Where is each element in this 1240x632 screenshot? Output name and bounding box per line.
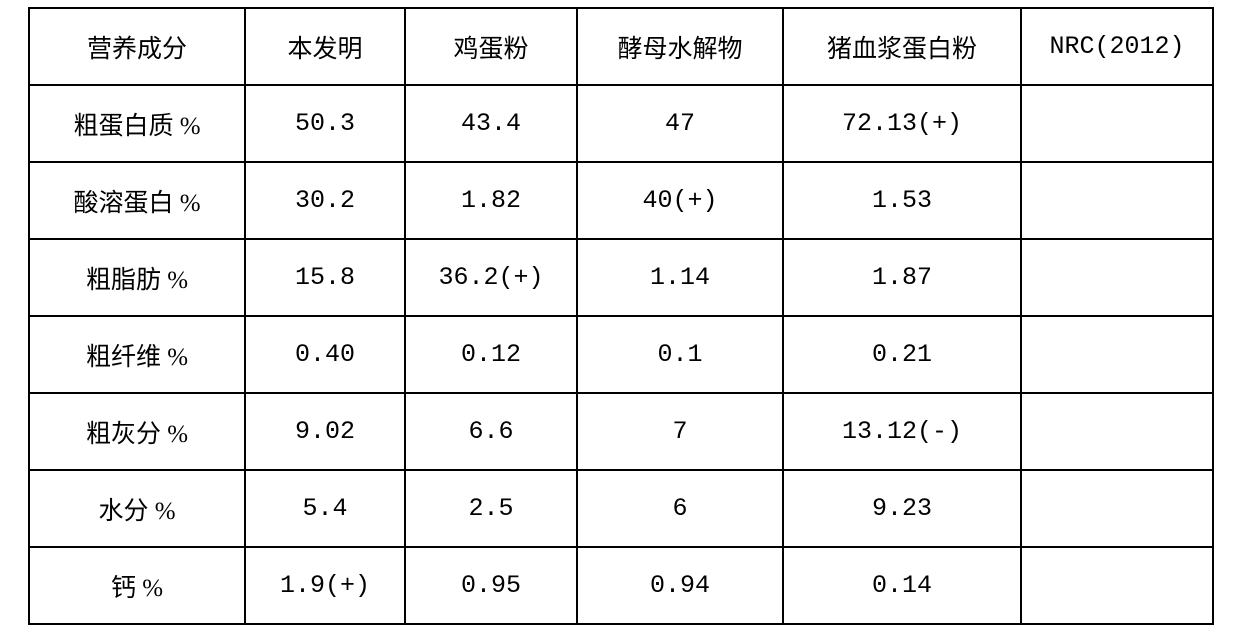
nutrition-table-container: 营养成分本发明鸡蛋粉酵母水解物猪血浆蛋白粉NRC(2012) 粗蛋白质 %50.… [0,0,1240,632]
cell [1021,239,1213,316]
cell: 0.94 [577,547,783,624]
cell [1021,470,1213,547]
table-row: 粗纤维 %0.400.120.10.21 [29,316,1213,393]
cell: 6 [577,470,783,547]
table-row: 粗灰分 %9.026.6713.12(-) [29,393,1213,470]
cell [1021,393,1213,470]
cell: 5.4 [245,470,405,547]
cell: 43.4 [405,85,577,162]
cell: 0.40 [245,316,405,393]
row-label: 粗脂肪 % [29,239,245,316]
cell: 13.12(-) [783,393,1021,470]
table-body: 粗蛋白质 %50.343.44772.13(+)酸溶蛋白 %30.21.8240… [29,85,1213,624]
nutrition-table: 营养成分本发明鸡蛋粉酵母水解物猪血浆蛋白粉NRC(2012) 粗蛋白质 %50.… [28,7,1214,625]
col-header-0: 营养成分 [29,8,245,85]
cell: 9.23 [783,470,1021,547]
cell: 6.6 [405,393,577,470]
cell: 9.02 [245,393,405,470]
row-label: 粗蛋白质 % [29,85,245,162]
col-header-5: NRC(2012) [1021,8,1213,85]
cell: 1.9(+) [245,547,405,624]
cell: 0.95 [405,547,577,624]
cell: 0.1 [577,316,783,393]
col-header-2: 鸡蛋粉 [405,8,577,85]
table-head: 营养成分本发明鸡蛋粉酵母水解物猪血浆蛋白粉NRC(2012) [29,8,1213,85]
cell: 40(+) [577,162,783,239]
cell: 1.14 [577,239,783,316]
cell [1021,162,1213,239]
cell [1021,316,1213,393]
header-row: 营养成分本发明鸡蛋粉酵母水解物猪血浆蛋白粉NRC(2012) [29,8,1213,85]
row-label: 水分 % [29,470,245,547]
col-header-3: 酵母水解物 [577,8,783,85]
table-row: 粗脂肪 %15.836.2(+)1.141.87 [29,239,1213,316]
cell: 15.8 [245,239,405,316]
cell [1021,85,1213,162]
cell: 1.87 [783,239,1021,316]
row-label: 粗灰分 % [29,393,245,470]
cell: 2.5 [405,470,577,547]
cell [1021,547,1213,624]
cell: 0.14 [783,547,1021,624]
cell: 0.21 [783,316,1021,393]
cell: 1.53 [783,162,1021,239]
cell: 47 [577,85,783,162]
cell: 50.3 [245,85,405,162]
table-row: 水分 %5.42.569.23 [29,470,1213,547]
table-row: 钙 %1.9(+)0.950.940.14 [29,547,1213,624]
col-header-1: 本发明 [245,8,405,85]
cell: 72.13(+) [783,85,1021,162]
col-header-4: 猪血浆蛋白粉 [783,8,1021,85]
row-label: 酸溶蛋白 % [29,162,245,239]
cell: 7 [577,393,783,470]
table-row: 粗蛋白质 %50.343.44772.13(+) [29,85,1213,162]
cell: 30.2 [245,162,405,239]
cell: 1.82 [405,162,577,239]
cell: 0.12 [405,316,577,393]
row-label: 粗纤维 % [29,316,245,393]
table-row: 酸溶蛋白 %30.21.8240(+)1.53 [29,162,1213,239]
cell: 36.2(+) [405,239,577,316]
row-label: 钙 % [29,547,245,624]
